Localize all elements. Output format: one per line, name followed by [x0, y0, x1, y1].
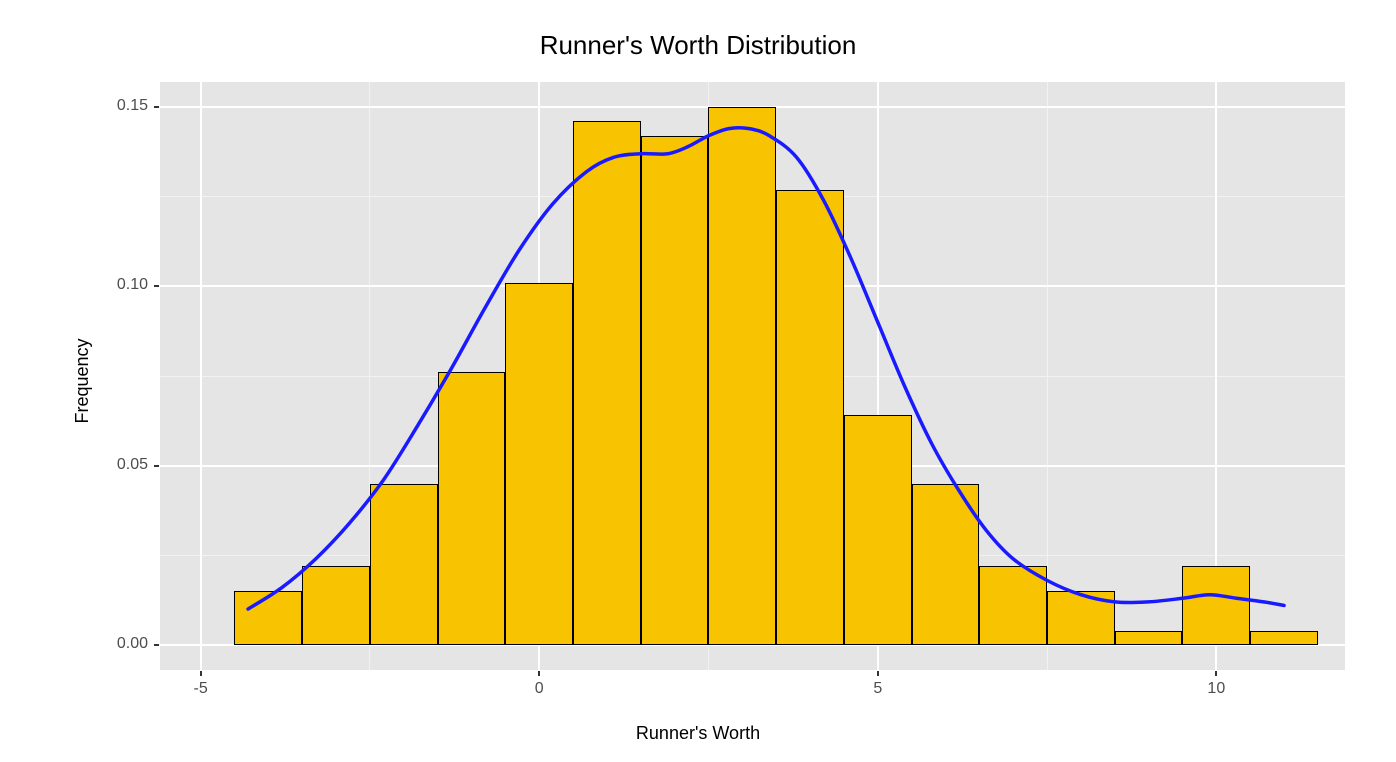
- y-tick-label: 0.15: [117, 97, 148, 115]
- x-axis-label: Runner's Worth: [0, 723, 1396, 744]
- x-tick-label: 10: [1196, 680, 1236, 698]
- y-tick-mark: [154, 465, 159, 467]
- x-tick-label: 0: [519, 680, 559, 698]
- density-curve: [160, 82, 1345, 670]
- y-tick-label: 0.00: [117, 635, 148, 653]
- y-tick-label: 0.10: [117, 276, 148, 294]
- chart-title: Runner's Worth Distribution: [0, 30, 1396, 61]
- y-axis-label: Frequency: [72, 338, 93, 423]
- x-tick-mark: [1215, 671, 1217, 676]
- x-tick-label: -5: [181, 680, 221, 698]
- x-tick-label: 5: [858, 680, 898, 698]
- y-tick-mark: [154, 106, 159, 108]
- x-tick-mark: [877, 671, 879, 676]
- x-tick-mark: [200, 671, 202, 676]
- y-tick-mark: [154, 644, 159, 646]
- plot-area: [160, 82, 1345, 670]
- y-tick-mark: [154, 285, 159, 287]
- y-tick-label: 0.05: [117, 456, 148, 474]
- histogram-chart: Runner's Worth Distribution Frequency Ru…: [0, 0, 1396, 762]
- x-tick-mark: [538, 671, 540, 676]
